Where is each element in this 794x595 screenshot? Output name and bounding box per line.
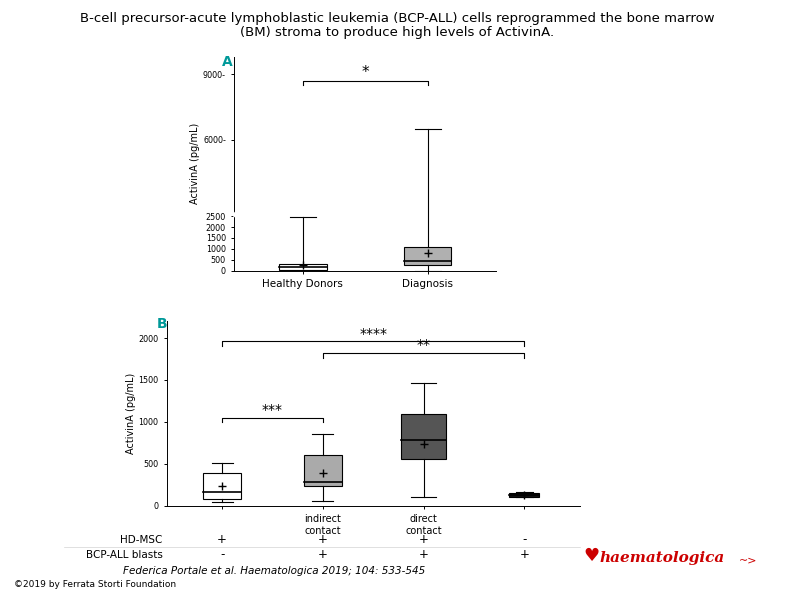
- Text: (BM) stroma to produce high levels of ActivinA.: (BM) stroma to produce high levels of Ac…: [240, 26, 554, 39]
- Text: **: **: [417, 339, 430, 352]
- Text: +: +: [519, 548, 529, 561]
- Y-axis label: ActivinA (pg/mL): ActivinA (pg/mL): [190, 123, 200, 204]
- Bar: [203, 473, 241, 499]
- Text: ***: ***: [262, 403, 283, 417]
- Bar: [509, 493, 539, 496]
- Text: ~>: ~>: [738, 555, 757, 565]
- Bar: [404, 247, 451, 265]
- Bar: [401, 414, 446, 459]
- Text: +: +: [218, 533, 227, 546]
- Text: -: -: [522, 533, 526, 546]
- Text: B: B: [157, 317, 168, 331]
- Text: A: A: [222, 55, 233, 70]
- Text: Federica Portale et al. Haematologica 2019; 104: 533-545: Federica Portale et al. Haematologica 20…: [123, 566, 426, 576]
- Text: +: +: [418, 548, 429, 561]
- Bar: [279, 264, 326, 270]
- Text: B-cell precursor-acute lymphoblastic leukemia (BCP-ALL) cells reprogrammed the b: B-cell precursor-acute lymphoblastic leu…: [79, 12, 715, 25]
- Text: *: *: [361, 65, 369, 80]
- Text: BCP-ALL blasts: BCP-ALL blasts: [86, 550, 163, 559]
- Text: HD-MSC: HD-MSC: [121, 535, 163, 544]
- Text: +: +: [318, 548, 328, 561]
- Text: +: +: [418, 533, 429, 546]
- Text: haematologica: haematologica: [599, 551, 725, 565]
- Y-axis label: ActivinA (pg/mL): ActivinA (pg/mL): [125, 373, 136, 454]
- Bar: [303, 455, 342, 487]
- Text: ♥: ♥: [584, 547, 599, 565]
- Text: -: -: [220, 548, 225, 561]
- Text: ©2019 by Ferrata Storti Foundation: ©2019 by Ferrata Storti Foundation: [14, 580, 176, 589]
- Text: +: +: [318, 533, 328, 546]
- Text: ****: ****: [359, 327, 387, 340]
